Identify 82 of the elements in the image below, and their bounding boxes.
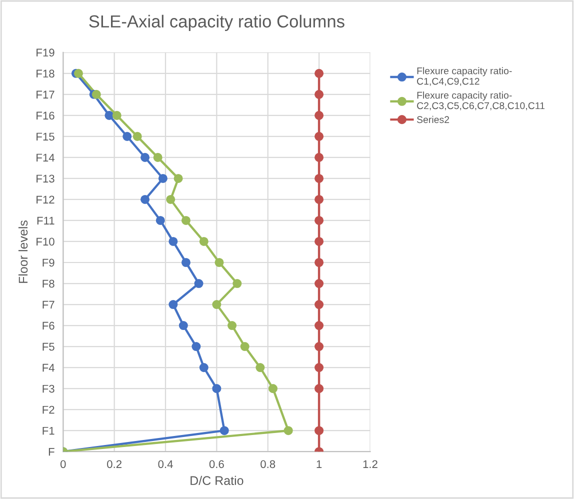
y-tick-label: F12 (36, 196, 54, 204)
y-tick-label: F13 (36, 174, 54, 183)
point (314, 278, 324, 288)
point (228, 321, 237, 330)
point (314, 132, 324, 141)
point (268, 384, 278, 394)
point (192, 342, 201, 352)
point (256, 363, 265, 372)
point (140, 152, 150, 162)
point (174, 174, 183, 183)
point (153, 152, 162, 162)
y-tick-label: F18 (36, 70, 54, 78)
point (232, 278, 242, 288)
point (166, 194, 176, 204)
y-tick-label: F6 (42, 322, 54, 330)
point (181, 216, 190, 225)
y-tick-label: F3 (42, 384, 54, 393)
point (314, 152, 324, 162)
point (314, 110, 324, 120)
point (74, 68, 84, 78)
point (158, 174, 168, 183)
point (181, 258, 190, 268)
y-tick-label: F15 (36, 132, 54, 141)
x-tick-label: 0.6 (209, 460, 224, 468)
legend-label: Series2 (416, 116, 450, 124)
y-tick-label: F7 (42, 300, 54, 309)
x-tick-label: 1 (316, 460, 322, 468)
point (168, 300, 178, 310)
point (314, 258, 324, 268)
point (314, 236, 324, 246)
point (168, 236, 178, 246)
point (199, 236, 208, 246)
y-tick-label: F8 (42, 280, 54, 288)
y-tick-label: F1 (42, 426, 54, 435)
y-tick-label: F14 (36, 154, 54, 162)
x-tick-label: 0.2 (107, 460, 122, 468)
y-tick-label: F2 (42, 406, 54, 414)
point (240, 342, 250, 352)
point (92, 90, 101, 99)
x-axis-title: D/C Ratio (190, 476, 244, 486)
point (314, 426, 324, 436)
legend-label: Flexure capacity ratio-C2,C3,C5,C6,C7,C8,C10,C11 (417, 92, 544, 110)
y-tick-label: F19 (36, 48, 54, 57)
point (314, 90, 324, 99)
point (284, 426, 293, 436)
point (132, 132, 142, 141)
point (314, 342, 324, 352)
point (314, 216, 324, 225)
point (314, 300, 324, 310)
point (214, 258, 224, 268)
point (314, 384, 324, 394)
point (314, 194, 324, 204)
point (314, 174, 324, 183)
point (314, 321, 324, 330)
y-tick-label: F10 (36, 238, 54, 246)
y-tick-label: F11 (37, 216, 54, 225)
point (314, 68, 324, 78)
chart-title: SLE-Axial capacity ratio Columns (89, 14, 344, 31)
legend-label: Flexure capacity ratio-C1,C4,C9,C12 (417, 67, 512, 86)
point (178, 321, 188, 330)
point (122, 132, 132, 141)
point (140, 194, 150, 204)
y-tick-label: F9 (42, 258, 54, 267)
point (314, 363, 324, 372)
y-tick-label: F16 (36, 112, 54, 120)
x-tick-label: 0.4 (158, 460, 173, 468)
x-tick-label: 0.8 (260, 460, 276, 468)
point (220, 426, 229, 436)
point (156, 216, 165, 225)
y-tick-label: F5 (42, 342, 54, 351)
y-tick-label: F4 (42, 364, 54, 372)
point (212, 384, 222, 394)
point (194, 278, 204, 288)
point (112, 110, 122, 120)
point (199, 363, 208, 372)
x-tick-label: 0 (60, 460, 66, 468)
point (212, 300, 222, 310)
y-tick-label: F17 (36, 90, 54, 98)
x-tick-label: 1.2 (363, 460, 378, 468)
point (104, 110, 114, 120)
y-tick-label: F (48, 448, 54, 456)
y-axis-title: Floor levels (18, 220, 28, 283)
